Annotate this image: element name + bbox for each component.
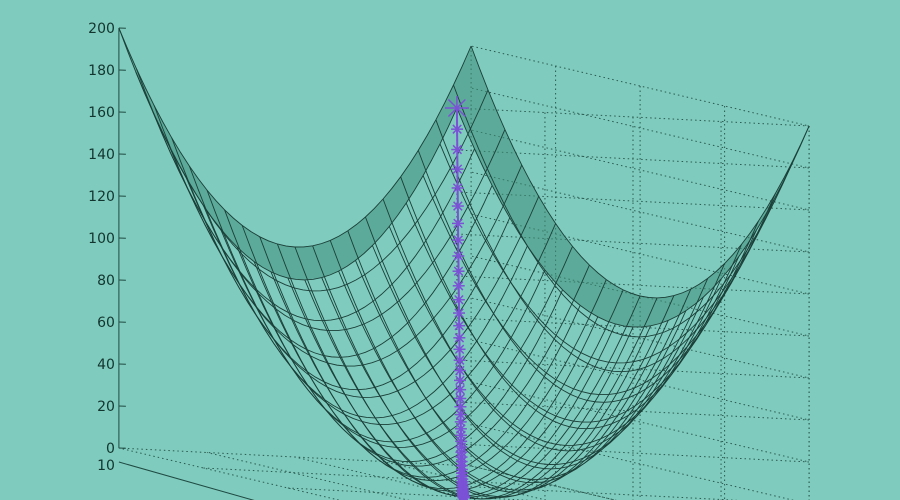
surface-mesh-line (153, 105, 493, 358)
z-tick-label: 120 (88, 189, 115, 205)
descent-marker (444, 96, 469, 120)
surface-mesh-line (435, 119, 775, 373)
z-tick-label: 40 (97, 357, 115, 373)
descent-marker (452, 265, 465, 278)
z-tick-label: 140 (88, 147, 115, 163)
descent-marker (452, 293, 465, 306)
grid-line (456, 45, 810, 127)
descent-marker (452, 217, 465, 230)
surface-mesh-line (417, 150, 757, 403)
surface-mesh-line (347, 230, 687, 484)
descent-marker (451, 163, 464, 176)
descent-marker (451, 143, 464, 156)
surface-mesh-line (312, 245, 652, 499)
surface-mesh-line (188, 165, 528, 419)
z-tick-label: 60 (97, 315, 115, 331)
grid-line (456, 87, 810, 169)
descent-marker (453, 354, 466, 367)
descent-marker (451, 123, 464, 136)
grid-line (456, 381, 810, 463)
surface-mesh-line (259, 236, 599, 490)
surface-mesh-line (470, 45, 810, 299)
z-tick-label: 20 (97, 399, 115, 415)
grid-line (382, 461, 548, 500)
descent-marker (452, 279, 465, 292)
descent-marker (453, 331, 466, 344)
surface-mesh-line (453, 84, 792, 338)
grid-line (118, 447, 341, 500)
surface-fill (118, 28, 810, 327)
descent-marker (454, 408, 467, 421)
surface-mesh-line (365, 216, 704, 470)
z-tick-label: 0 (106, 441, 115, 457)
descent-marker (454, 415, 467, 428)
z-tick-label: 160 (88, 105, 115, 121)
descent-marker (453, 343, 466, 356)
surface-mesh-line (118, 27, 458, 281)
surface-mesh-line (400, 176, 740, 430)
grid-line (206, 452, 410, 500)
z-tick-label: 180 (88, 63, 115, 79)
z-tick-label: 200 (88, 21, 115, 37)
surface-mesh-line (276, 243, 616, 497)
descent-marker (454, 383, 467, 396)
surface-mesh-line (171, 137, 511, 391)
descent-marker (451, 181, 464, 194)
surface-mesh-line (118, 27, 472, 248)
surface-mesh-line (136, 68, 475, 322)
grid-line (294, 456, 479, 500)
surface-mesh-line (241, 225, 581, 478)
y-tick-label: 10 (97, 458, 115, 474)
grid-line (456, 423, 795, 500)
descent-marker (452, 234, 465, 247)
descent-marker (453, 319, 466, 332)
grid-line (456, 255, 810, 337)
grid-line (203, 467, 556, 487)
descent-marker (452, 249, 465, 262)
y-axis (118, 461, 255, 500)
grid-line (456, 339, 810, 421)
grid-line (456, 171, 810, 253)
z-tick-label: 100 (88, 231, 115, 247)
descent-marker (451, 200, 464, 213)
descent-marker (453, 307, 466, 320)
surface-mesh-line (224, 209, 563, 463)
z-tick-label: 80 (97, 273, 115, 289)
grid-line (456, 129, 810, 211)
